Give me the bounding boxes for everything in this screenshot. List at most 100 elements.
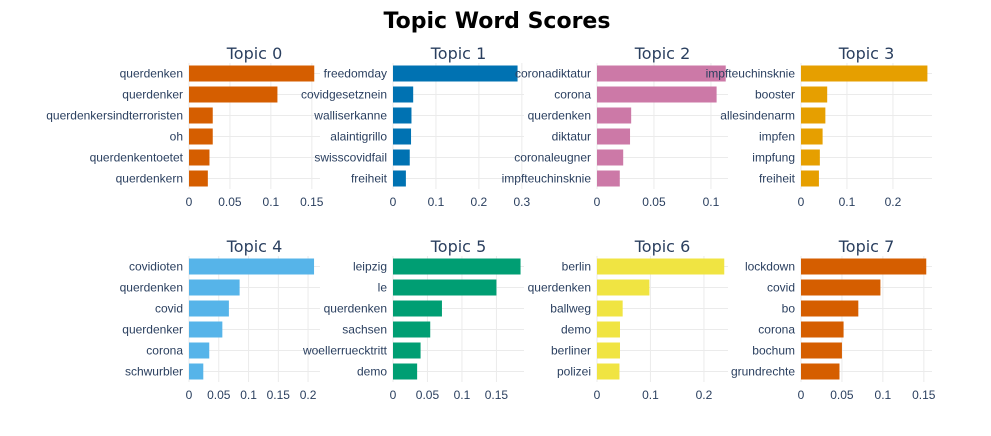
bar	[189, 65, 315, 82]
bar	[597, 300, 623, 317]
x-tick-label: 0.15	[267, 388, 291, 402]
x-tick-label: 0.2	[300, 388, 317, 402]
category-label: querdenkentoetet	[90, 151, 184, 165]
bar	[393, 300, 442, 317]
topic-panel-0: Topic 0 querdenken querdenker querdenkersin…	[46, 44, 324, 209]
category-label: impfen	[759, 130, 795, 144]
x-tick-label: 0.1	[263, 195, 280, 209]
category-label: querdenkersindterroristen	[46, 109, 183, 123]
category-label: querdenken	[528, 109, 591, 123]
category-label: bochum	[752, 344, 795, 358]
x-tick-label: 0	[186, 388, 193, 402]
x-tick-label: 0	[390, 388, 397, 402]
category-label: polizei	[557, 365, 591, 379]
category-label: querdenken	[528, 281, 591, 295]
category-label: querdenker	[122, 88, 183, 102]
bar	[801, 342, 842, 359]
category-label: bo	[782, 302, 796, 316]
category-label: corona	[758, 323, 795, 337]
category-label: impfteuchinsknie	[502, 172, 592, 186]
category-label: impfung	[752, 151, 795, 165]
category-label: covidgesetznein	[301, 88, 387, 102]
bar	[801, 170, 819, 187]
category-label: booster	[755, 88, 795, 102]
bar	[393, 65, 518, 82]
bar	[597, 170, 620, 187]
category-label: demo	[357, 365, 387, 379]
bar	[801, 363, 840, 380]
category-label: swisscovidfail	[314, 151, 387, 165]
bar	[189, 170, 208, 187]
category-label: querdenken	[324, 302, 387, 316]
x-tick-label: 0	[594, 195, 601, 209]
bar	[597, 86, 717, 103]
category-label: lockdown	[745, 260, 795, 274]
bar	[801, 107, 826, 124]
panel-subtitle: Topic 3	[838, 44, 895, 63]
topic-panel-2: Topic 2 coronadiktatur corona querdenken dik…	[502, 44, 728, 209]
x-tick-label: 0	[798, 195, 805, 209]
category-label: covid	[155, 302, 183, 316]
category-label: grundrechte	[731, 365, 795, 379]
x-tick-label: 0.05	[642, 195, 666, 209]
x-tick-label: 0.1	[240, 388, 257, 402]
panel-subtitle: Topic 2	[634, 44, 691, 63]
bar	[189, 258, 315, 275]
category-label: berliner	[551, 344, 591, 358]
bar	[597, 363, 620, 380]
topic-panel-1: Topic 1 freedomday covidgesetznein walliser…	[301, 44, 531, 209]
bar	[801, 279, 881, 296]
category-label: querdenken	[120, 281, 183, 295]
x-tick-label: 0.2	[885, 195, 902, 209]
bar	[393, 279, 497, 296]
bar	[189, 128, 213, 145]
bar	[393, 321, 431, 338]
x-tick-label: 0	[390, 195, 397, 209]
x-tick-label: 0.05	[416, 388, 440, 402]
panel-subtitle: Topic 6	[634, 237, 691, 256]
category-label: coronaleugner	[514, 151, 591, 165]
bar	[393, 170, 406, 187]
chart-panels: Topic 0 querdenken querdenker querdenkersin…	[46, 44, 936, 402]
bar	[597, 149, 624, 166]
category-label: covidioten	[129, 260, 183, 274]
category-label: alaintigrillo	[330, 130, 387, 144]
bar	[189, 279, 240, 296]
category-label: freiheit	[351, 172, 388, 186]
bar	[189, 321, 223, 338]
bar	[393, 149, 410, 166]
x-tick-label: 0.1	[454, 388, 471, 402]
x-tick-label: 0.05	[218, 195, 242, 209]
bar	[597, 342, 620, 359]
bar	[801, 300, 859, 317]
x-tick-label: 0.15	[485, 388, 509, 402]
category-label: walliserkanne	[313, 109, 387, 123]
category-label: sachsen	[342, 323, 387, 337]
x-tick-label: 0	[798, 388, 805, 402]
x-tick-label: 0.05	[830, 388, 854, 402]
bar	[597, 321, 620, 338]
category-label: berlin	[562, 260, 591, 274]
bar	[393, 107, 412, 124]
bar	[801, 86, 828, 103]
bar	[189, 363, 204, 380]
bar	[393, 258, 521, 275]
bar	[597, 65, 726, 82]
bar	[597, 107, 632, 124]
category-label: diktatur	[552, 130, 591, 144]
x-tick-label: 0.05	[207, 388, 231, 402]
category-label: covid	[767, 281, 795, 295]
x-tick-label: 0.1	[428, 195, 445, 209]
panel-subtitle: Topic 1	[430, 44, 487, 63]
bar	[597, 279, 650, 296]
bar	[801, 258, 927, 275]
bar	[393, 86, 414, 103]
category-label: freiheit	[759, 172, 796, 186]
category-label: ballweg	[550, 302, 591, 316]
category-label: querdenker	[122, 323, 183, 337]
x-tick-label: 0.2	[696, 388, 713, 402]
category-label: corona	[554, 88, 591, 102]
bar	[189, 149, 210, 166]
bar	[801, 321, 844, 338]
